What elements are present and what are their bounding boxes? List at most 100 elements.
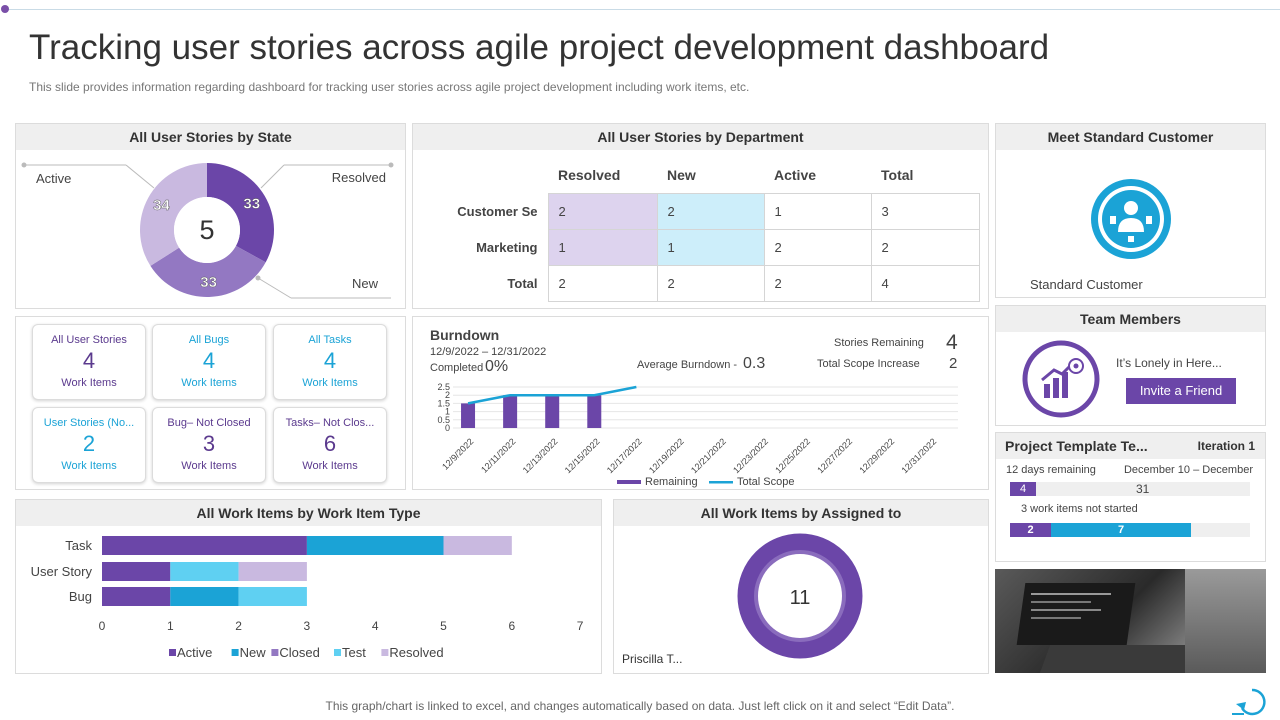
dept-panel: All User Stories by Department Resolved …	[412, 123, 989, 309]
kpi-value: 3	[202, 431, 216, 456]
kpi-label: All Bugs	[188, 334, 230, 346]
assigned-person-label: Priscilla T...	[622, 652, 682, 666]
kpi-value: 4	[82, 348, 96, 373]
avg-burndown-value: 0.3	[743, 355, 766, 372]
stories-remaining-value: 4	[946, 331, 958, 354]
customer-panel: Meet Standard Customer Standard Customer	[995, 123, 1266, 298]
refresh-icon[interactable]	[1232, 686, 1274, 718]
kpi-user-stories-not[interactable]: User Stories (No... 2 Work Items	[32, 407, 146, 483]
code-line	[1031, 593, 1111, 595]
legend-swatch-new	[231, 649, 239, 656]
active-label: Active	[36, 171, 71, 186]
dept-corner	[438, 157, 548, 193]
kpi-label: All Tasks	[308, 334, 352, 346]
burndown-x-tick: 12/25/2022	[773, 436, 812, 475]
template-title: Project Template Te...	[1005, 438, 1148, 454]
kpi-label: All User Stories	[51, 334, 127, 346]
state-slice-resolved	[207, 163, 274, 263]
kpi-value: 2	[82, 431, 96, 456]
completed-value: 0%	[485, 358, 509, 375]
dept-panel-header: All User Stories by Department	[413, 124, 988, 150]
active-leader-dot	[21, 162, 27, 168]
burndown-bar	[461, 403, 476, 428]
legend-remaining-swatch	[617, 480, 641, 484]
progress-fill-1: 4	[1010, 482, 1036, 496]
worktype-x-tick: 6	[508, 619, 515, 633]
kpi-value: 4	[202, 348, 216, 373]
legend-swatch-test	[334, 649, 341, 656]
burndown-y-tick: 2	[445, 390, 450, 400]
burndown-y-tick: 0.5	[437, 415, 450, 425]
burndown-chart: 12/9/2022 12/11/2022 12/13/2022 12/15/2022 1…	[437, 382, 958, 488]
customer-icon	[1091, 179, 1171, 259]
worktype-x-tick: 4	[372, 619, 379, 633]
kpi-tasks-not-closed[interactable]: Tasks– Not Clos... 6 Work Items	[273, 407, 387, 483]
burndown-dates: 12/9/2022 – 12/31/2022	[430, 346, 547, 358]
worktype-category-label: Bug	[69, 589, 92, 604]
burndown-x-tick: 12/29/2022	[857, 436, 896, 475]
state-panel-header: All User Stories by State	[16, 124, 405, 150]
progress-fill-2a: 2	[1010, 523, 1051, 537]
code-line	[1031, 601, 1091, 603]
legend-swatch-active	[169, 649, 176, 656]
progress-fill-2b: 7	[1051, 523, 1191, 537]
state-slice-value: 34	[153, 197, 170, 214]
kpi-sub: Work Items	[302, 460, 358, 472]
kpi-sub: Work Items	[302, 377, 358, 389]
burndown-x-tick: 12/23/2022	[731, 436, 770, 475]
page-subtitle: This slide provides information regardin…	[29, 80, 750, 94]
dept-cell: 4	[870, 264, 980, 302]
burndown-x-tick: 12/11/2022	[479, 436, 517, 474]
worktype-x-tick: 5	[440, 619, 447, 633]
team-message: It’s Lonely in Here...	[1116, 356, 1222, 370]
kpi-value: 4	[323, 348, 337, 373]
completed-label: Completed	[430, 362, 484, 374]
worktype-x-tick: 1	[167, 619, 174, 633]
burndown-bar	[587, 395, 602, 428]
new-leader-line	[257, 277, 292, 299]
team-panel-header: Team Members	[996, 306, 1265, 332]
legend-label-resolved: Resolved	[389, 645, 443, 660]
state-panel: All User Stories by State 33 33 34 Active …	[15, 123, 406, 309]
worktype-bar-chart: Task User Story Bug 0 1 2 3 4 5 6 7 Active New Clos…	[31, 536, 584, 660]
resolved-leader-dot	[388, 162, 394, 168]
worktype-bar-resolved	[443, 536, 512, 555]
state-slice-value: 33	[200, 274, 217, 291]
active-leader-line-2	[125, 164, 155, 189]
kpi-all-tasks[interactable]: All Tasks 4 Work Items	[273, 324, 387, 400]
worktype-bar-test	[170, 562, 239, 581]
customer-caption: Standard Customer	[1030, 277, 1143, 292]
dept-cell: 2	[656, 264, 765, 302]
worktype-bar-active	[102, 587, 171, 606]
dept-row-name: Marketing	[476, 239, 538, 255]
template-header-bar	[996, 433, 1265, 459]
kpi-all-bugs[interactable]: All Bugs 4 Work Items	[152, 324, 266, 400]
assigned-panel: All Work Items by Assigned to 11 Priscil…	[613, 499, 989, 674]
dept-cell: 2	[763, 228, 872, 266]
team-panel: Team Members It’s Lonely in Here... Invi…	[995, 305, 1266, 426]
worktype-bar-test	[238, 587, 307, 606]
dept-cell: 2	[547, 264, 658, 302]
dept-cell: 1	[547, 228, 658, 266]
page-title: Tracking user stories across agile proje…	[29, 28, 1050, 67]
legend-total-scope-label: Total Scope	[737, 476, 794, 488]
kpi-bug-not-closed[interactable]: Bug– Not Closed 3 Work Items	[152, 407, 266, 483]
kpi-all-user-stories[interactable]: All User Stories 4 Work Items	[32, 324, 146, 400]
worktype-bar-active	[102, 562, 171, 581]
avg-burndown-label: Average Burndown -	[637, 359, 738, 371]
kpi-sub: Work Items	[61, 377, 117, 389]
legend-swatch-resolved	[381, 649, 389, 656]
legend-label-test: Test	[342, 645, 366, 660]
stories-remaining-label: Stories Remaining	[834, 337, 924, 349]
dept-cell: 2	[656, 192, 765, 230]
kpi-value: 6	[323, 431, 337, 456]
worktype-x-tick: 3	[304, 619, 311, 633]
table-row: Total 2 2 2 4	[438, 264, 980, 302]
burndown-bar	[503, 395, 518, 428]
invite-friend-button[interactable]: Invite a Friend	[1126, 378, 1236, 404]
assigned-panel-header: All Work Items by Assigned to	[614, 500, 988, 526]
code-line	[1031, 617, 1081, 619]
dept-col-header: Resolved	[558, 166, 621, 183]
burndown-bar	[545, 395, 560, 428]
code-line	[1031, 609, 1101, 611]
